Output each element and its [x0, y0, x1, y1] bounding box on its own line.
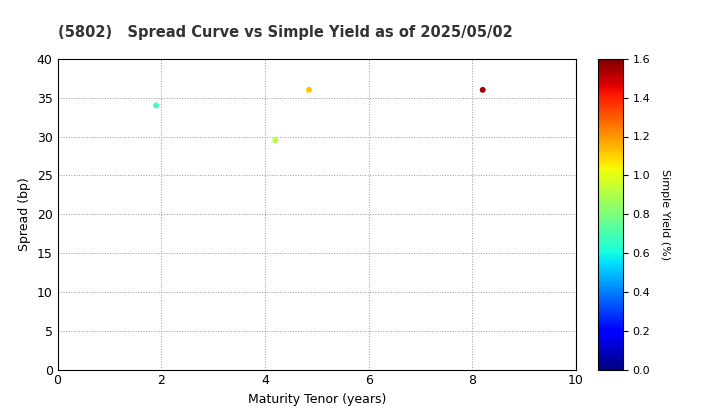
Point [477, 87, 488, 93]
Text: (5802)   Spread Curve vs Simple Yield as of 2025/05/02: (5802) Spread Curve vs Simple Yield as o… [58, 25, 513, 40]
Y-axis label: Simple Yield (%): Simple Yield (%) [660, 169, 670, 260]
X-axis label: Maturity Tenor (years): Maturity Tenor (years) [248, 393, 386, 406]
Y-axis label: Spread (bp): Spread (bp) [18, 177, 31, 251]
Point [269, 137, 281, 144]
Point [303, 87, 315, 93]
Point [150, 102, 162, 109]
